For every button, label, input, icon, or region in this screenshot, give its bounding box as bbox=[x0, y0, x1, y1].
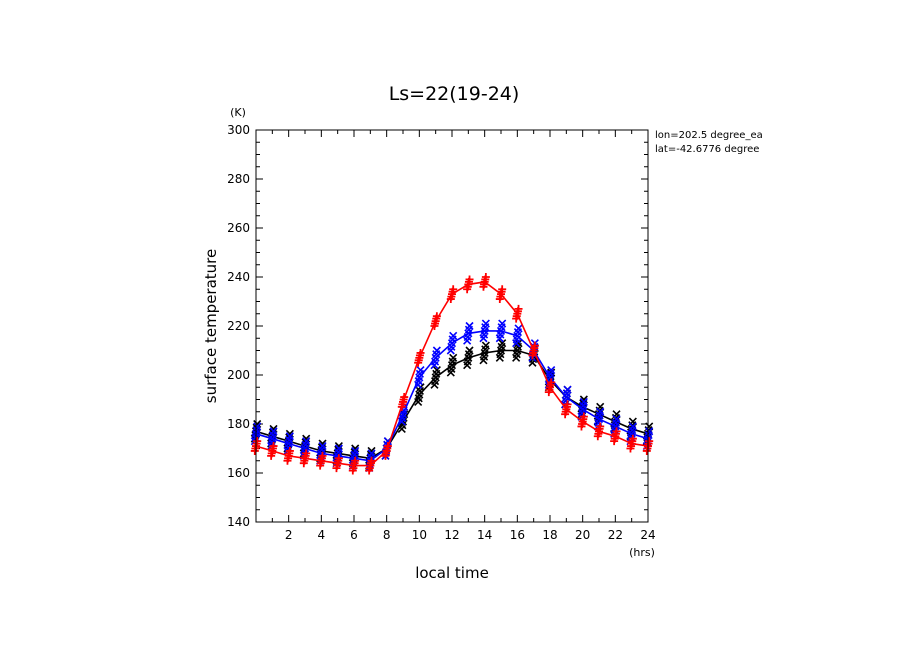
annotation-lon: lon=202.5 degree_ea bbox=[655, 130, 763, 141]
x-tick-label: 22 bbox=[608, 528, 623, 542]
data-point bbox=[596, 422, 605, 431]
data-point bbox=[628, 434, 637, 443]
y-tick-label: 160 bbox=[227, 466, 250, 480]
data-point bbox=[514, 324, 523, 333]
data-point bbox=[351, 446, 360, 456]
data-point bbox=[318, 441, 327, 451]
data-point bbox=[432, 366, 441, 375]
data-point bbox=[645, 427, 654, 436]
data-point bbox=[449, 285, 458, 294]
data-point bbox=[645, 437, 654, 446]
data-point bbox=[514, 304, 523, 313]
x-tick-label: 14 bbox=[477, 528, 492, 542]
chart-title: Ls=22(19-24) bbox=[389, 83, 520, 105]
data-point bbox=[498, 285, 507, 294]
series-1 bbox=[250, 319, 654, 473]
data-point bbox=[563, 400, 572, 409]
data-point bbox=[334, 454, 343, 463]
y-tick-label: 200 bbox=[227, 368, 250, 382]
data-point bbox=[318, 451, 327, 460]
data-point bbox=[449, 353, 458, 362]
data-point bbox=[432, 312, 441, 321]
series-layer bbox=[250, 273, 654, 475]
x-tick-label: 12 bbox=[444, 528, 459, 542]
data-point bbox=[481, 273, 490, 281]
data-point bbox=[563, 385, 572, 394]
x-tick-label: 24 bbox=[640, 528, 655, 542]
data-point bbox=[579, 412, 588, 421]
x-tick-label: 2 bbox=[285, 528, 293, 542]
data-point bbox=[547, 366, 556, 375]
data-point bbox=[612, 415, 621, 424]
x-tick-label: 18 bbox=[542, 528, 557, 542]
x-tick-label: 8 bbox=[383, 528, 391, 542]
y-unit-label: (K) bbox=[230, 106, 246, 119]
data-point bbox=[498, 339, 507, 348]
data-point bbox=[596, 407, 605, 416]
data-point bbox=[449, 331, 458, 340]
data-point bbox=[465, 321, 474, 331]
series-2 bbox=[250, 273, 654, 475]
x-axis-label: local time bbox=[415, 564, 489, 582]
data-point bbox=[579, 397, 588, 407]
data-point bbox=[253, 437, 262, 446]
data-point bbox=[465, 346, 474, 355]
data-point bbox=[302, 437, 311, 446]
x-tick-label: 6 bbox=[350, 528, 358, 542]
y-tick-label: 240 bbox=[227, 270, 250, 284]
y-tick-label: 260 bbox=[227, 221, 250, 235]
data-point bbox=[530, 341, 539, 350]
data-point bbox=[481, 341, 490, 350]
data-point bbox=[269, 442, 278, 451]
data-point bbox=[383, 442, 392, 451]
data-point bbox=[416, 348, 425, 357]
x-unit-label: (hrs) bbox=[629, 546, 655, 559]
data-point bbox=[367, 449, 376, 458]
y-tick-label: 140 bbox=[227, 515, 250, 529]
y-tick-label: 280 bbox=[227, 172, 250, 186]
data-point bbox=[612, 427, 621, 436]
x-tick-label: 10 bbox=[412, 528, 427, 542]
x-tick-label: 4 bbox=[318, 528, 326, 542]
data-point bbox=[481, 319, 490, 328]
data-point bbox=[432, 346, 441, 355]
data-point bbox=[465, 275, 474, 284]
axes: 2 4 6 8 10 12 14 16 18 20 22 2414016018020022024026… bbox=[227, 123, 656, 542]
data-point bbox=[269, 427, 278, 436]
data-point bbox=[334, 444, 343, 453]
data-point bbox=[302, 449, 311, 458]
y-tick-label: 180 bbox=[227, 417, 250, 431]
data-point bbox=[416, 366, 425, 375]
data-point bbox=[628, 422, 637, 431]
data-point bbox=[351, 456, 360, 465]
data-point bbox=[498, 319, 507, 328]
data-point bbox=[285, 446, 294, 455]
series-line bbox=[255, 349, 649, 460]
y-tick-label: 300 bbox=[227, 123, 250, 137]
data-point bbox=[253, 422, 262, 431]
plot-frame bbox=[255, 129, 649, 523]
x-tick-label: 16 bbox=[510, 528, 525, 542]
x-tick-label: 20 bbox=[575, 528, 590, 542]
data-point bbox=[285, 432, 294, 441]
y-axis-label: surface temperature bbox=[202, 249, 220, 404]
data-point bbox=[400, 393, 409, 402]
data-point bbox=[367, 456, 376, 465]
y-tick-label: 220 bbox=[227, 319, 250, 333]
data-point bbox=[547, 378, 556, 387]
annotation-lat: lat=-42.6776 degree bbox=[655, 144, 759, 155]
